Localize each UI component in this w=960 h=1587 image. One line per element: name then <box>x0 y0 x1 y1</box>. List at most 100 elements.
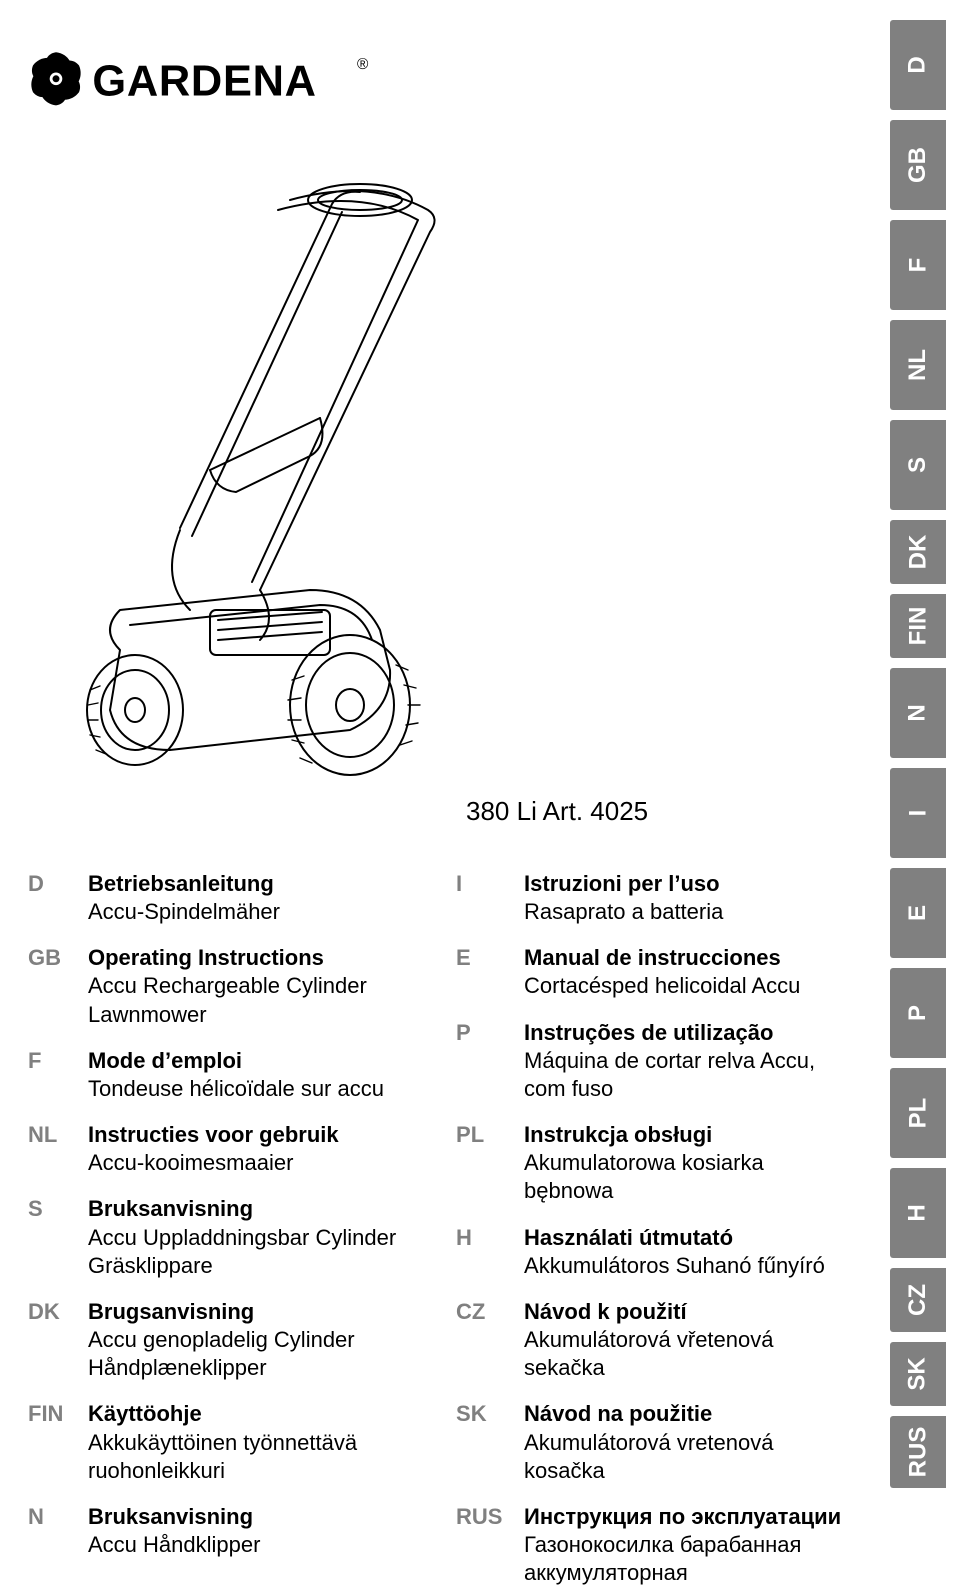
lang-title: Instrukcja obsługi <box>524 1121 848 1149</box>
right-column: IIstruzioni per l’usoRasaprato a batteri… <box>456 870 848 1587</box>
side-tab-label: H <box>904 1204 932 1221</box>
lang-desc: Газонокосилка барабанная аккумуляторная <box>524 1531 848 1587</box>
lang-code: SK <box>456 1400 512 1484</box>
side-tab-nl[interactable]: NL <box>890 320 946 410</box>
side-tab-f[interactable]: F <box>890 220 946 310</box>
lang-item: DK BrugsanvisningAccu genopladelig Cylind… <box>28 1298 416 1382</box>
lang-item: NLInstructies voor gebruikAccu-kooimesma… <box>28 1121 416 1177</box>
lang-item: N BruksanvisningAccu Håndklipper <box>28 1503 416 1559</box>
lang-code: F <box>28 1047 76 1103</box>
lang-item: CZNávod k použitíAkumulátorová vřetenová… <box>456 1298 848 1382</box>
lang-text: Manual de instruccionesCortacésped helic… <box>524 944 848 1000</box>
lang-item: PLInstrukcja obsługiAkumulatorowa kosiar… <box>456 1121 848 1205</box>
side-tab-n[interactable]: N <box>890 668 946 758</box>
lang-text: Instrukcja obsługiAkumulatorowa kosiarka… <box>524 1121 848 1205</box>
lang-title: Operating Instructions <box>88 944 416 972</box>
lang-code: N <box>28 1503 76 1559</box>
side-tab-rus[interactable]: RUS <box>890 1416 946 1488</box>
lang-text: Istruzioni per l’usoRasaprato a batteria <box>524 870 848 926</box>
side-tab-sk[interactable]: SK <box>890 1342 946 1406</box>
side-tab-label: P <box>904 1005 932 1021</box>
lang-title: Bruksanvisning <box>88 1503 416 1531</box>
gardena-logo-svg: GARDENA ® <box>28 48 378 111</box>
lang-code: DK <box>28 1298 76 1382</box>
lang-desc: Cortacésped helicoidal Accu <box>524 972 848 1000</box>
lang-desc: Accu Håndklipper <box>88 1531 416 1559</box>
side-tab-i[interactable]: I <box>890 768 946 858</box>
lang-item: FMode d’emploiTondeuse hélicoïdale sur a… <box>28 1047 416 1103</box>
side-tab-label: GB <box>904 147 932 183</box>
side-tab-gb[interactable]: GB <box>890 120 946 210</box>
lang-title: Návod k použití <box>524 1298 848 1326</box>
lang-title: Használati útmutató <box>524 1224 848 1252</box>
side-tab-d[interactable]: D <box>890 20 946 110</box>
lang-desc: Accu Rechargeable Cylinder Lawnmower <box>88 972 416 1028</box>
lang-title: Návod na použitie <box>524 1400 848 1428</box>
side-tab-label: FIN <box>904 607 932 646</box>
lang-text: Operating InstructionsAccu Rechargeable … <box>88 944 416 1028</box>
side-tab-label: N <box>904 704 932 721</box>
side-tab-label: RUS <box>904 1427 932 1478</box>
side-tab-e[interactable]: E <box>890 868 946 958</box>
lang-item: GBOperating InstructionsAccu Rechargeabl… <box>28 944 416 1028</box>
side-tab-label: F <box>904 258 932 273</box>
side-tab-label: CZ <box>904 1284 932 1316</box>
lang-title: Instructies voor gebruik <box>88 1121 416 1149</box>
lang-code: S <box>28 1195 76 1279</box>
lang-title: Brugsanvisning <box>88 1298 416 1326</box>
lang-code: FIN <box>28 1400 76 1484</box>
lang-desc: Rasaprato a batteria <box>524 898 848 926</box>
lang-desc: Akkumulátoros Suhanó fűnyíró <box>524 1252 848 1280</box>
side-tab-label: D <box>904 56 932 73</box>
side-tab-label: SK <box>904 1357 932 1390</box>
lang-title: Instruções de utilização <box>524 1019 848 1047</box>
lang-item: SKNávod na použitieAkumulátorová vreteno… <box>456 1400 848 1484</box>
lang-code: PL <box>456 1121 512 1205</box>
lang-title: Käyttöohje <box>88 1400 416 1428</box>
language-columns: DBetriebsanleitungAccu-Spindelmäher GBOpe… <box>28 870 848 1587</box>
lang-text: Инструкция по эксплуатацииГазонокосилка … <box>524 1503 848 1587</box>
lang-item: HHasználati útmutatóAkkumulátoros Suhanó… <box>456 1224 848 1280</box>
lang-item: RUSИнструкция по эксплуатацииГазонокосил… <box>456 1503 848 1587</box>
side-tab-label: DK <box>904 535 932 570</box>
left-column: DBetriebsanleitungAccu-Spindelmäher GBOpe… <box>28 870 416 1587</box>
side-tab-s[interactable]: S <box>890 420 946 510</box>
lang-text: BruksanvisningAccu Uppladdningsbar Cylin… <box>88 1195 416 1279</box>
side-tab-cz[interactable]: CZ <box>890 1268 946 1332</box>
lang-text: KäyttöohjeAkkukäyttöinen työnnettävä ruo… <box>88 1400 416 1484</box>
lang-text: Instructies voor gebruikAccu-kooimesmaai… <box>88 1121 416 1177</box>
side-tab-p[interactable]: P <box>890 968 946 1058</box>
lang-title: Bruksanvisning <box>88 1195 416 1223</box>
lang-desc: Akumulátorová vretenová kosačka <box>524 1429 848 1485</box>
lang-desc: Accu-Spindelmäher <box>88 898 416 926</box>
brand-text: GARDENA <box>92 58 316 106</box>
lang-text: Használati útmutatóAkkumulátoros Suhanó … <box>524 1224 848 1280</box>
lang-item: SBruksanvisningAccu Uppladdningsbar Cyli… <box>28 1195 416 1279</box>
side-tab-label: E <box>904 905 932 921</box>
lang-title: Manual de instrucciones <box>524 944 848 972</box>
lang-desc: Máquina de cortar relva Accu, com fuso <box>524 1047 848 1103</box>
side-tab-dk[interactable]: DK <box>890 520 946 584</box>
lang-desc: Accu-kooimesmaaier <box>88 1149 416 1177</box>
lang-item: IIstruzioni per l’usoRasaprato a batteri… <box>456 870 848 926</box>
lang-desc: Akumulátorová vřetenová sekačka <box>524 1326 848 1382</box>
lang-desc: Accu genopladelig Cylinder Håndplæneklip… <box>88 1326 416 1382</box>
lang-code: I <box>456 870 512 926</box>
side-tab-pl[interactable]: PL <box>890 1068 946 1158</box>
brand-logo: GARDENA ® <box>28 48 378 111</box>
side-tab-h[interactable]: H <box>890 1168 946 1258</box>
lang-code: E <box>456 944 512 1000</box>
lang-code: D <box>28 870 76 926</box>
lang-code: P <box>456 1019 512 1103</box>
side-tab-label: PL <box>904 1098 932 1129</box>
side-tab-label: I <box>904 810 932 817</box>
lang-desc: Akumulatorowa kosiarka bębnowa <box>524 1149 848 1205</box>
side-tab-fin[interactable]: FIN <box>890 594 946 658</box>
lang-desc: Tondeuse hélicoïdale sur accu <box>88 1075 416 1103</box>
product-illustration <box>60 170 480 800</box>
lang-text: BetriebsanleitungAccu-Spindelmäher <box>88 870 416 926</box>
lang-desc: Akkukäyttöinen työnnettävä ruohonleikkur… <box>88 1429 416 1485</box>
lang-title: Istruzioni per l’uso <box>524 870 848 898</box>
lang-text: Návod na použitieAkumulátorová vretenová… <box>524 1400 848 1484</box>
lang-code: NL <box>28 1121 76 1177</box>
